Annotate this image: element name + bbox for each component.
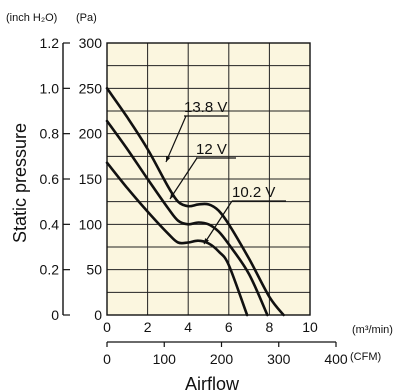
x-tick-label-cfm: 400 [324,351,348,367]
y-tick-label-inch: 1.0 [40,80,60,96]
x-tick-label-cfm: 200 [210,351,234,367]
y-unit-pa-label: (Pa) [76,12,97,24]
series-leader-arrow [166,156,171,162]
series-label-2: 10.2 V [232,184,275,201]
y-tick-label-pa: 50 [86,262,102,278]
series-leader-arrow [204,238,209,244]
x-tick-label-cfm: 100 [153,351,177,367]
series-leader-arrow [170,193,175,199]
series-line-0 [105,87,285,317]
x-tick-label-m3min: 0 [103,319,111,335]
series-leader-line [169,157,198,200]
y-tick-label-inch: 0 [51,307,59,323]
x-tick-label-m3min: 10 [302,319,318,335]
y-tick-label-inch: 0.8 [40,126,60,142]
series-leader-line [203,200,233,245]
y-tick-label-inch: 0.2 [40,262,60,278]
y-tick-label-pa: 250 [79,80,103,96]
series-label-0: 13.8 V [184,99,227,116]
plot-frame [106,42,311,316]
x-tick-label-m3min: 4 [184,319,192,335]
y-tick-label-pa: 100 [79,216,103,232]
y-tick-label-pa: 0 [94,307,102,323]
y-tick-label-pa: 200 [79,126,103,142]
y-unit-inch-label: (inch H₂O) [6,12,57,24]
series-label-1: 12 V [196,141,227,158]
y-tick-label-inch: 0.4 [40,216,60,232]
x-unit-cfm-label: (CFM) [350,351,381,363]
series-labels: 13.8 V 12 V 10.2 V [165,99,286,245]
series-leader-line [165,115,187,163]
x-tick-label-cfm: 300 [267,351,291,367]
series-line-2 [105,161,249,317]
series-group [105,87,285,317]
x-unit-m3min-label: (m³/min) [352,324,393,336]
x-tick-label-cfm: 0 [103,351,111,367]
y-tick-label-inch: 1.2 [40,35,60,51]
x-tick-label-m3min: 6 [225,319,233,335]
x-tick-label-m3min: 2 [144,319,152,335]
x-axis-title: Airflow [185,374,240,392]
series-line-1 [105,119,269,317]
y-tick-label-inch: 0.6 [40,171,60,187]
x-tick-label-m3min: 8 [266,319,274,335]
y-axis-title: Static pressure [10,123,30,243]
y-tick-label-pa: 300 [79,35,103,51]
y-tick-label-pa: 150 [79,171,103,187]
